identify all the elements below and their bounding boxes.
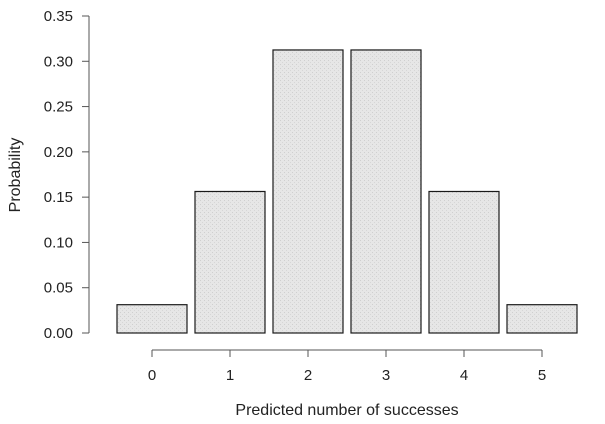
x-tick-label: 1 (226, 367, 234, 384)
y-tick-label: 0.20 (44, 144, 73, 161)
bar-3 (350, 49, 422, 334)
x-tick-label: 2 (304, 367, 312, 384)
x-tick-label: 4 (460, 367, 468, 384)
x-tick-label: 0 (148, 367, 156, 384)
bar-2 (272, 49, 344, 334)
y-tick-label: 0.35 (44, 8, 73, 25)
x-tick-label: 3 (382, 367, 390, 384)
y-tick-label: 0.00 (44, 325, 73, 342)
y-tick-label: 0.05 (44, 280, 73, 297)
x-tick-label: 5 (538, 367, 546, 384)
x-axis: 0 1 2 3 4 5 (148, 349, 546, 384)
bar-5 (506, 304, 578, 334)
bar-0 (116, 304, 188, 334)
x-axis-title: Predicted number of successes (235, 402, 458, 419)
bar-4 (428, 190, 500, 334)
bars (116, 49, 578, 334)
y-axis-title: Probability (7, 138, 24, 213)
y-axis: 0.00 0.05 0.10 0.15 0.20 0.25 0.30 0.35 (44, 8, 90, 342)
y-tick-label: 0.30 (44, 53, 73, 70)
bar-1 (194, 190, 266, 334)
y-tick-label: 0.25 (44, 99, 73, 116)
y-tick-label: 0.15 (44, 189, 73, 206)
y-tick-label: 0.10 (44, 234, 73, 251)
